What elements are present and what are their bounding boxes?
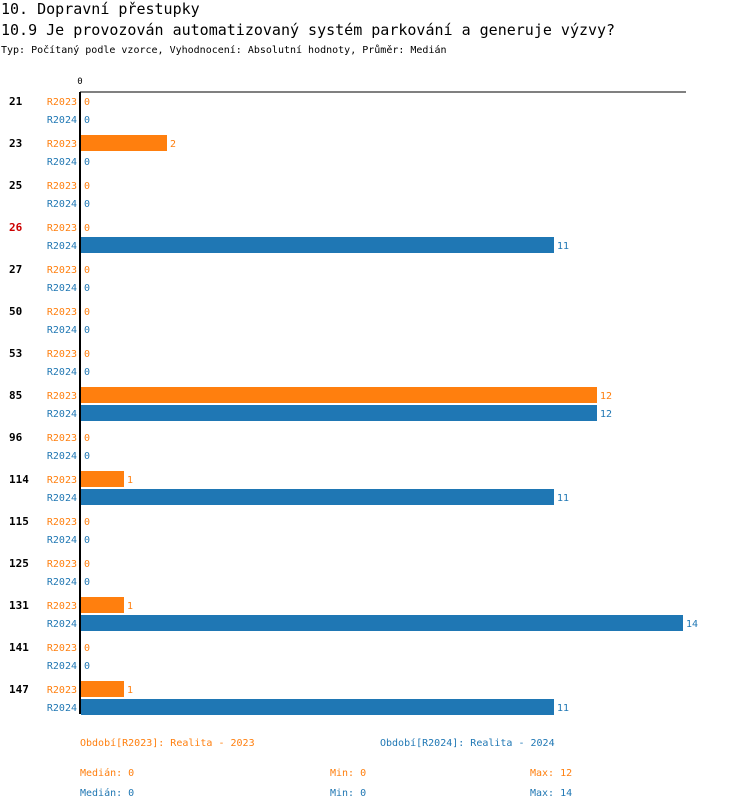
series-label: R2023 xyxy=(47,223,77,234)
data-label: 0 xyxy=(84,115,90,126)
bar xyxy=(81,681,124,697)
series-label: R2023 xyxy=(47,391,77,402)
series-label: R2023 xyxy=(47,601,77,612)
data-label: 0 xyxy=(84,559,90,570)
data-label: 0 xyxy=(84,199,90,210)
data-label: 0 xyxy=(84,265,90,276)
bar xyxy=(81,387,597,403)
series-label: R2024 xyxy=(47,367,77,378)
max-r2024: Max: 14 xyxy=(530,788,573,799)
data-label: 0 xyxy=(84,283,90,294)
series-label: R2024 xyxy=(47,409,77,420)
category-label: 23 xyxy=(9,137,22,150)
data-label: 1 xyxy=(127,685,133,696)
data-label: 14 xyxy=(686,619,698,630)
bar xyxy=(81,405,597,421)
median-r2024: Medián: 0 xyxy=(80,788,135,799)
series-label: R2024 xyxy=(47,619,77,630)
series-label: R2023 xyxy=(47,349,77,360)
median-r2023: Medián: 0 xyxy=(80,768,135,779)
series-label: R2024 xyxy=(47,493,77,504)
data-label: 11 xyxy=(557,241,569,252)
series-label: R2023 xyxy=(47,433,77,444)
data-label: 12 xyxy=(600,409,612,420)
bar xyxy=(81,699,554,715)
series-label: R2023 xyxy=(47,559,77,570)
category-label: 141 xyxy=(9,641,29,654)
data-label: 0 xyxy=(84,223,90,234)
series-label: R2024 xyxy=(47,157,77,168)
data-label: 0 xyxy=(84,661,90,672)
data-label: 2 xyxy=(170,139,176,150)
data-label: 0 xyxy=(84,643,90,654)
series-label: R2023 xyxy=(47,181,77,192)
category-label: 26 xyxy=(9,221,23,234)
data-label: 0 xyxy=(84,349,90,360)
legend-r2023: Období[R2023]: Realita - 2023 xyxy=(80,738,255,749)
series-label: R2024 xyxy=(47,325,77,336)
category-label: 25 xyxy=(9,179,22,192)
category-label: 115 xyxy=(9,515,29,528)
series-label: R2023 xyxy=(47,307,77,318)
category-label: 21 xyxy=(9,95,23,108)
data-label: 0 xyxy=(84,577,90,588)
data-label: 11 xyxy=(557,703,569,714)
category-label: 50 xyxy=(9,305,22,318)
category-label: 96 xyxy=(9,431,23,444)
bar xyxy=(81,597,124,613)
series-label: R2023 xyxy=(47,265,77,276)
x-axis-zero-label: 0 xyxy=(77,77,82,87)
data-label: 12 xyxy=(600,391,612,402)
category-label: 147 xyxy=(9,683,29,696)
bar xyxy=(81,615,683,631)
data-label: 0 xyxy=(84,433,90,444)
data-label: 0 xyxy=(84,367,90,378)
category-label: 125 xyxy=(9,557,29,570)
series-label: R2024 xyxy=(47,577,77,588)
series-label: R2023 xyxy=(47,139,77,150)
question-title: 10.9 Je provozován automatizovaný systém… xyxy=(1,21,616,39)
min-r2024: Min: 0 xyxy=(330,788,367,799)
category-label: 27 xyxy=(9,263,22,276)
series-label: R2024 xyxy=(47,661,77,672)
min-r2023: Min: 0 xyxy=(330,768,367,779)
series-label: R2023 xyxy=(47,685,77,696)
data-label: 0 xyxy=(84,517,90,528)
max-r2023: Max: 12 xyxy=(530,768,573,779)
series-label: R2024 xyxy=(47,703,77,714)
category-label: 114 xyxy=(9,473,29,486)
data-label: 1 xyxy=(127,475,133,486)
data-label: 0 xyxy=(84,451,90,462)
data-label: 0 xyxy=(84,325,90,336)
series-label: R2024 xyxy=(47,451,77,462)
series-label: R2023 xyxy=(47,517,77,528)
series-label: R2024 xyxy=(47,199,77,210)
data-label: 11 xyxy=(557,493,569,504)
data-label: 0 xyxy=(84,181,90,192)
series-label: R2024 xyxy=(47,241,77,252)
bar xyxy=(81,471,124,487)
data-label: 0 xyxy=(84,97,90,108)
data-label: 0 xyxy=(84,307,90,318)
series-label: R2023 xyxy=(47,475,77,486)
category-label: 53 xyxy=(9,347,22,360)
bar xyxy=(81,489,554,505)
data-label: 0 xyxy=(84,535,90,546)
series-label: R2024 xyxy=(47,535,77,546)
bar xyxy=(81,237,554,253)
section-title: 10. Dopravní přestupky xyxy=(1,0,200,18)
bar xyxy=(81,135,167,151)
category-label: 85 xyxy=(9,389,22,402)
category-label: 131 xyxy=(9,599,29,612)
series-label: R2023 xyxy=(47,643,77,654)
data-label: 0 xyxy=(84,157,90,168)
chart-subtitle: Typ: Počítaný podle vzorce, Vyhodnocení:… xyxy=(1,45,447,56)
data-label: 1 xyxy=(127,601,133,612)
series-label: R2024 xyxy=(47,115,77,126)
legend-r2024: Období[R2024]: Realita - 2024 xyxy=(380,738,555,749)
series-label: R2023 xyxy=(47,97,77,108)
series-label: R2024 xyxy=(47,283,77,294)
